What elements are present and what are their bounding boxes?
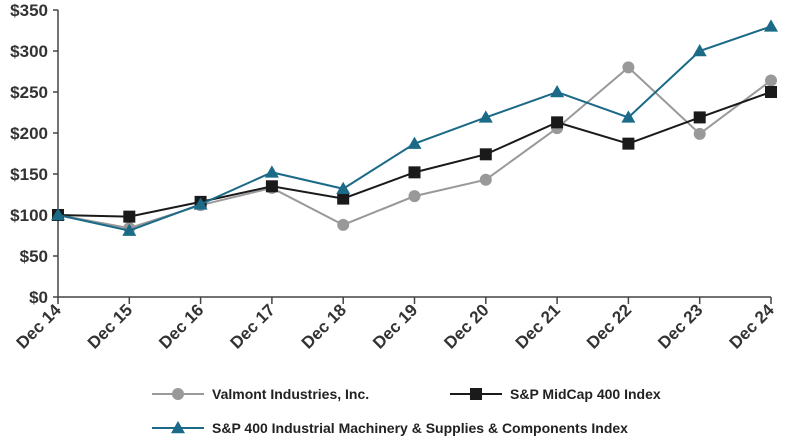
y-tick-label: $200 [10,124,48,143]
data-point [336,181,351,195]
x-tick-label: Dec 14 [13,300,66,353]
chart-legend: Valmont Industries, Inc. S&P MidCap 400 I… [152,386,661,436]
x-tick-label: Dec 22 [583,300,635,352]
data-point [764,19,778,32]
x-tick-label: Dec 24 [726,300,779,353]
data-point [621,110,636,123]
data-point [692,44,707,57]
legend-marker [171,421,185,434]
data-point [408,166,421,179]
y-tick-label: $0 [29,288,48,307]
legend-label: S&P MidCap 400 Index [510,386,661,402]
legend-marker [172,388,184,400]
x-tick-label: Dec 18 [298,300,350,352]
y-tick-label: $300 [10,42,48,61]
y-tick-label: $50 [20,247,48,266]
chart-series [51,19,778,236]
legend-item-industrial-machinery: S&P 400 Industrial Machinery & Supplies … [152,420,628,436]
data-point [123,210,136,223]
data-point [337,218,350,231]
data-point [765,74,777,87]
y-tick-label: $350 [10,1,48,20]
chart-axes [53,9,772,304]
legend-label: S&P 400 Industrial Machinery & Supplies … [212,420,628,436]
data-point [193,197,208,210]
data-point [479,173,492,186]
y-axis-labels: $0 $50 $100 $150 $200 $250 $300 $350 [10,1,48,307]
data-point [264,165,279,178]
x-tick-label: Dec 21 [512,300,564,352]
data-point [122,223,137,236]
x-tick-label: Dec 15 [84,300,136,352]
data-point [337,192,350,205]
x-tick-label: Dec 17 [227,300,279,352]
series-midcap400 [52,86,777,223]
data-point [765,86,777,98]
data-point [51,208,65,221]
data-point [265,180,278,193]
data-point [408,190,421,203]
legend-item-midcap400: S&P MidCap 400 Index [450,386,661,402]
legend-label: Valmont Industries, Inc. [212,386,369,402]
x-axis-labels: Dec 14 Dec 15 Dec 16 Dec 17 Dec 18 Dec 19 Dec … [13,300,779,353]
series-industrial-machinery [51,19,778,236]
data-point [478,110,493,123]
y-tick-label: $250 [10,83,48,102]
data-point [693,111,706,124]
x-tick-label: Dec 20 [440,300,492,352]
data-point [622,61,635,74]
y-tick-label: $100 [10,206,48,225]
x-tick-label: Dec 19 [369,300,421,352]
data-point [479,148,492,161]
x-tick-label: Dec 23 [654,300,706,352]
data-point [407,136,422,149]
data-point [551,116,564,129]
legend-item-valmont: Valmont Industries, Inc. [152,386,369,402]
legend-marker [470,388,482,400]
data-point [622,137,635,150]
y-tick-label: $150 [10,165,48,184]
x-tick-label: Dec 16 [155,300,207,352]
data-point [550,85,565,98]
data-point [693,127,706,140]
